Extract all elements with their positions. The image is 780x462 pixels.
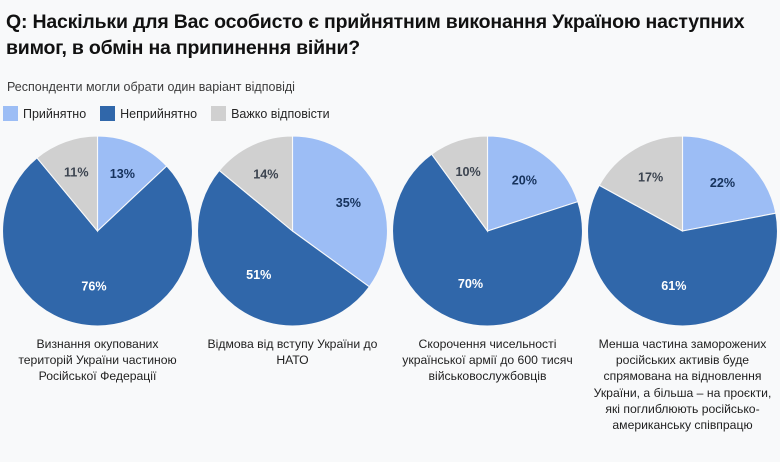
legend-item-hard-to-say[interactable]: Важко відповісти xyxy=(211,106,330,121)
pie-slice-label: 13% xyxy=(110,167,135,181)
pie-slice-label: 10% xyxy=(456,165,481,179)
legend-item-acceptable[interactable]: Прийнятно xyxy=(3,106,86,121)
pie-slice-label: 51% xyxy=(246,268,271,282)
pie-slice[interactable] xyxy=(96,135,168,233)
pie-slice[interactable] xyxy=(36,135,99,233)
pie-slice[interactable] xyxy=(681,135,777,232)
pie-chart-row: 13% 76% 11% Визнання окупованих територій У… xyxy=(0,133,780,433)
pie-slice[interactable] xyxy=(598,135,684,232)
pie-chart: 13% 76% 11% xyxy=(0,133,195,329)
pie-chart-caption: Менша частина заморожених російських акт… xyxy=(593,337,772,433)
legend-label-hard-to-say: Важко відповісти xyxy=(231,106,330,121)
pie-chart-cell: 22% 61% 17% Менша частина заморожених росій… xyxy=(585,133,780,433)
pie-slice[interactable] xyxy=(391,153,584,327)
pie-slice[interactable] xyxy=(586,184,779,327)
pie-slice-label: 17% xyxy=(638,170,663,184)
legend-swatch-unacceptable xyxy=(100,106,116,121)
pie-slice-label: 14% xyxy=(253,168,278,182)
pie-slice-label: 35% xyxy=(336,196,361,210)
pie-svg: 13% 76% 11% xyxy=(1,135,194,327)
pie-slice-label: 22% xyxy=(710,176,735,190)
pie-chart-cell: 13% 76% 11% Визнання окупованих територій У… xyxy=(0,133,195,385)
page-title: Q: Наскільки для Вас особисто є прийнятн… xyxy=(6,11,745,59)
pie-chart: 35% 51% 14% xyxy=(195,133,390,329)
pie-chart-cell: 35% 51% 14% Відмова від вступу України до Н… xyxy=(195,133,390,368)
pie-svg: 22% 61% 17% xyxy=(586,135,779,327)
chart-legend: Прийнятно Неприйнятно Важко відповісти xyxy=(3,106,344,121)
pie-chart: 20% 70% 10% xyxy=(390,133,585,329)
legend-label-unacceptable: Неприйнятно xyxy=(120,106,198,121)
legend-swatch-hard-to-say xyxy=(211,106,227,121)
pie-slice[interactable] xyxy=(196,169,371,327)
pie-chart-cell: 20% 70% 10% Скорочення чисельності українсь… xyxy=(390,133,585,385)
pie-slice-label: 76% xyxy=(81,279,106,293)
pie-slice[interactable] xyxy=(218,135,294,233)
pie-slice[interactable] xyxy=(430,135,489,233)
pie-slice-label: 20% xyxy=(512,174,537,188)
pie-chart-caption: Визнання окупованих територій України ча… xyxy=(18,337,177,384)
pie-slice-label: 61% xyxy=(661,279,686,293)
pie-svg: 20% 70% 10% xyxy=(391,135,584,327)
page-subtitle: Респонденти могли обрати один варіант ві… xyxy=(7,80,295,94)
pie-chart-caption: Відмова від вступу України до НАТО xyxy=(207,337,378,368)
pie-slice-label: 70% xyxy=(458,277,483,291)
legend-item-unacceptable[interactable]: Неприйнятно xyxy=(100,106,197,121)
pie-slice-label: 11% xyxy=(64,165,89,179)
pie-slice[interactable] xyxy=(1,157,194,327)
pie-slice[interactable] xyxy=(291,135,388,288)
pie-chart-caption: Скорочення чисельності української армії… xyxy=(402,337,573,384)
legend-label-acceptable: Прийнятно xyxy=(23,106,87,121)
pie-chart: 22% 61% 17% xyxy=(585,133,780,329)
pie-svg: 35% 51% 14% xyxy=(196,135,388,327)
pie-slice[interactable] xyxy=(486,135,579,232)
legend-swatch-acceptable xyxy=(3,106,18,121)
